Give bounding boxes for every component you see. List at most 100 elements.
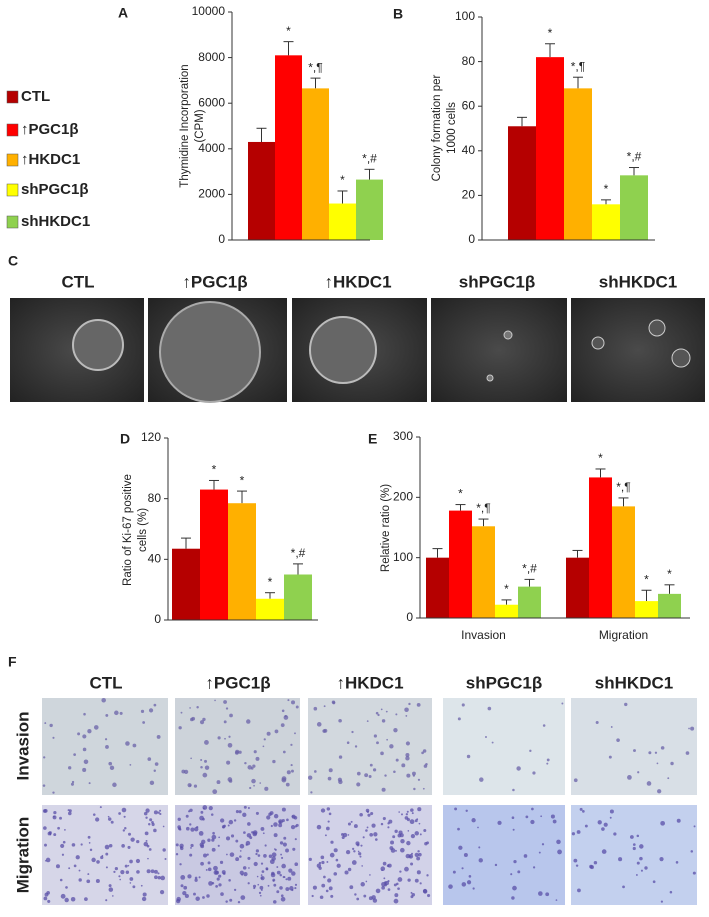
stained-cell — [247, 765, 252, 770]
stained-cell — [354, 893, 357, 896]
stained-cell — [241, 873, 244, 876]
stained-cell — [359, 812, 363, 817]
stained-cell — [218, 874, 222, 878]
stained-cell — [104, 844, 110, 850]
stained-cell — [416, 856, 421, 861]
stained-cell — [279, 873, 282, 877]
stained-cell — [285, 878, 288, 881]
stained-cell — [354, 745, 358, 748]
stained-cell — [656, 762, 659, 765]
column-header: shHKDC1 — [599, 272, 677, 291]
stained-cell — [374, 838, 378, 841]
stained-cell — [124, 864, 128, 868]
y-tick-label: 60 — [462, 98, 476, 112]
stained-cell — [92, 813, 96, 816]
stained-cell — [646, 781, 652, 786]
stained-cell — [316, 824, 322, 830]
stained-cell — [194, 876, 198, 880]
stained-cell — [223, 700, 227, 704]
bar — [256, 598, 284, 620]
stained-cell — [360, 882, 365, 887]
stained-cell — [198, 831, 204, 836]
stained-cell — [157, 872, 160, 875]
stained-cell — [395, 758, 399, 762]
stained-cell — [82, 747, 87, 752]
stained-cell — [370, 811, 374, 816]
bar — [200, 489, 228, 620]
stained-cell — [42, 784, 46, 787]
stained-cell — [613, 832, 617, 836]
significance-label: * — [286, 24, 291, 38]
stained-cell — [123, 815, 126, 818]
stained-cell — [239, 850, 242, 852]
stained-cell — [356, 771, 361, 776]
stained-cell — [409, 819, 415, 825]
stained-cell — [189, 853, 193, 857]
stained-cell — [199, 815, 204, 821]
stained-cell — [242, 812, 247, 817]
stained-cell — [224, 737, 226, 740]
stained-cell — [635, 874, 638, 876]
stained-cell — [273, 900, 277, 904]
stained-cell — [331, 700, 336, 704]
stained-cell — [609, 809, 614, 814]
stained-cell — [228, 779, 233, 783]
stained-cell — [185, 814, 189, 818]
stained-cell — [279, 886, 283, 890]
stained-cell — [577, 888, 581, 893]
stained-cell — [221, 870, 226, 875]
stained-cell — [319, 895, 324, 900]
stained-cell — [347, 834, 350, 836]
stained-cell — [293, 816, 298, 820]
stained-cell — [393, 770, 396, 774]
stained-cell — [206, 894, 210, 898]
stained-cell — [660, 820, 665, 826]
stained-cell — [183, 769, 189, 774]
bar — [564, 88, 592, 240]
stained-cell — [291, 871, 296, 876]
stained-cell — [182, 891, 187, 896]
stained-cell — [180, 884, 184, 888]
stained-cell — [380, 822, 384, 826]
stained-cell — [369, 832, 374, 837]
stained-cell — [257, 854, 261, 857]
stained-cell — [202, 717, 206, 722]
stained-cell — [157, 876, 161, 880]
stained-cell — [405, 741, 410, 746]
stained-cell — [159, 809, 162, 812]
significance-label: * — [458, 487, 463, 501]
legend-swatch — [6, 123, 19, 137]
stained-cell — [321, 883, 326, 888]
stained-cell — [461, 867, 464, 870]
stained-cell — [110, 820, 114, 824]
stained-cell — [365, 880, 368, 883]
stained-cell — [47, 899, 51, 903]
stained-cell — [601, 827, 605, 831]
stained-cell — [65, 886, 68, 889]
significance-label: *,# — [291, 546, 306, 560]
stained-cell — [80, 843, 83, 846]
stained-cell — [362, 836, 365, 839]
stained-cell — [361, 865, 363, 867]
stained-cell — [265, 867, 269, 871]
stained-cell — [179, 828, 182, 831]
stained-cell — [478, 858, 483, 863]
stained-cell — [416, 703, 421, 707]
legend-swatch — [6, 90, 19, 104]
stained-cell — [107, 817, 112, 821]
stained-cell — [223, 824, 226, 828]
legend-label: CTL — [21, 88, 50, 105]
stained-cell — [405, 813, 408, 816]
y-tick-label: 80 — [462, 54, 476, 68]
stained-cell — [347, 822, 352, 826]
stained-cell — [328, 768, 333, 773]
stained-cell — [330, 894, 334, 898]
stained-cell — [471, 818, 476, 823]
stained-cell — [530, 819, 535, 825]
stained-cell — [179, 863, 182, 866]
stained-cell — [411, 852, 413, 855]
stained-cell — [190, 757, 192, 760]
stained-cell — [114, 710, 119, 716]
stained-cell — [273, 883, 277, 887]
bar — [658, 593, 681, 618]
